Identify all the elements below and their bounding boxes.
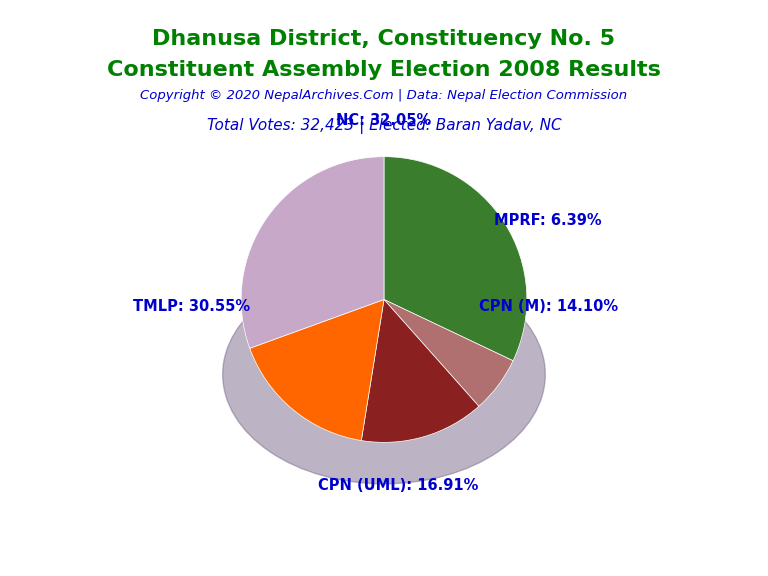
Text: CPN (M): 14.10%: CPN (M): 14.10% <box>478 299 617 314</box>
Text: NC: 32.05%: NC: 32.05% <box>336 113 432 128</box>
Text: Copyright © 2020 NepalArchives.Com | Data: Nepal Election Commission: Copyright © 2020 NepalArchives.Com | Dat… <box>141 89 627 103</box>
Wedge shape <box>250 300 384 441</box>
Text: CPN (UML): 16.91%: CPN (UML): 16.91% <box>318 478 478 492</box>
Wedge shape <box>361 300 479 442</box>
Wedge shape <box>241 157 384 348</box>
Text: TMLP: 30.55%: TMLP: 30.55% <box>133 299 250 314</box>
Wedge shape <box>384 300 513 406</box>
Text: MPRF: 6.39%: MPRF: 6.39% <box>495 214 602 229</box>
Text: Total Votes: 32,423 | Elected: Baran Yadav, NC: Total Votes: 32,423 | Elected: Baran Yad… <box>207 118 561 134</box>
Text: Dhanusa District, Constituency No. 5: Dhanusa District, Constituency No. 5 <box>153 29 615 49</box>
Wedge shape <box>384 157 527 361</box>
Text: Constituent Assembly Election 2008 Results: Constituent Assembly Election 2008 Resul… <box>107 60 661 81</box>
